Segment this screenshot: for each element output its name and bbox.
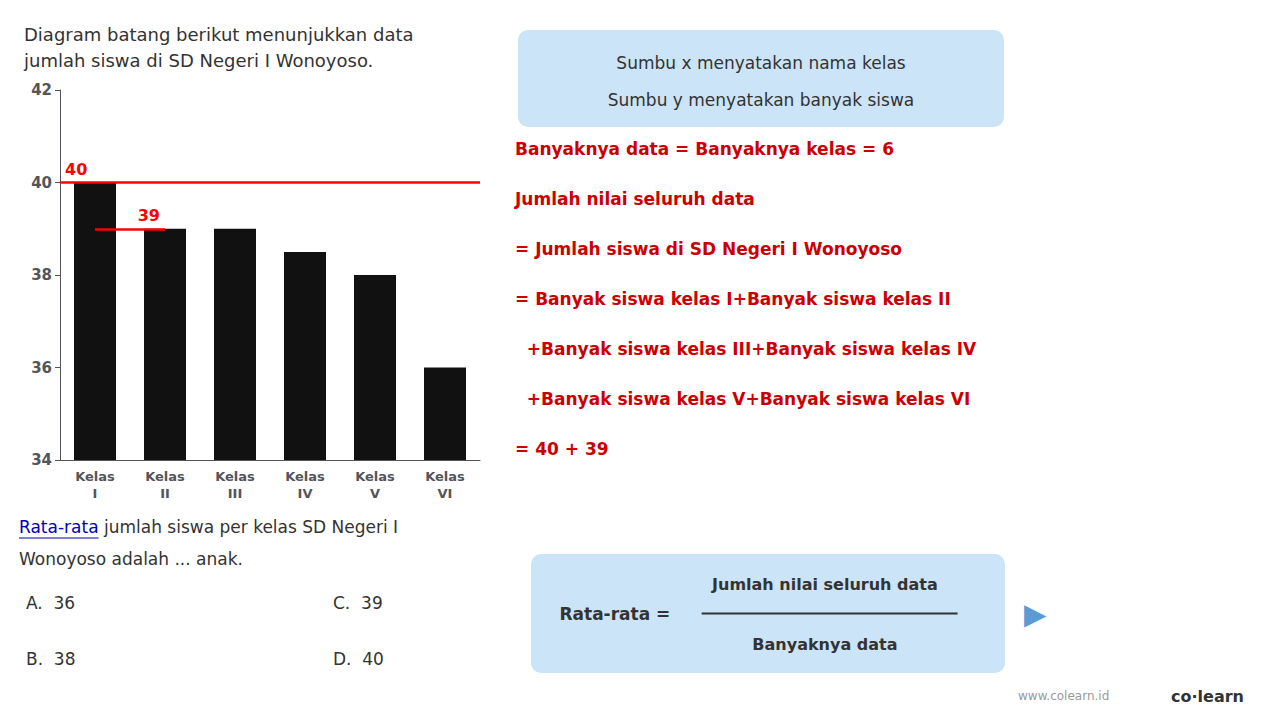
svg-text:Kelas: Kelas xyxy=(145,469,185,484)
svg-text:Jumlah nilai seluruh data: Jumlah nilai seluruh data xyxy=(514,189,755,209)
svg-text:Kelas: Kelas xyxy=(425,469,465,484)
svg-text:36: 36 xyxy=(31,359,52,377)
svg-text:Sumbu x menyatakan nama kelas: Sumbu x menyatakan nama kelas xyxy=(616,53,905,73)
svg-text:III: III xyxy=(228,486,243,501)
svg-text:V: V xyxy=(370,486,380,501)
svg-text:Kelas: Kelas xyxy=(75,469,115,484)
svg-text:Diagram batang berikut menunju: Diagram batang berikut menunjukkan data xyxy=(24,24,414,45)
svg-text:jumlah siswa di SD Negeri I Wo: jumlah siswa di SD Negeri I Wonoyoso. xyxy=(23,50,373,71)
svg-text:www.colearn.id: www.colearn.id xyxy=(1018,689,1109,703)
svg-text:39: 39 xyxy=(138,206,160,225)
svg-text:Banyaknya data: Banyaknya data xyxy=(752,635,897,654)
svg-text:Sumbu y menyatakan banyak sisw: Sumbu y menyatakan banyak siswa xyxy=(608,90,915,110)
svg-text:Wonoyoso adalah ... anak.: Wonoyoso adalah ... anak. xyxy=(19,549,243,569)
svg-text:co·learn: co·learn xyxy=(1171,687,1244,706)
svg-text:= Jumlah siswa di SD Negeri I: = Jumlah siswa di SD Negeri I Wonoyoso xyxy=(515,239,902,259)
svg-text:Kelas: Kelas xyxy=(215,469,255,484)
svg-text:38: 38 xyxy=(31,266,52,284)
svg-text:+Banyak siswa kelas III+Banyak: +Banyak siswa kelas III+Banyak siswa kel… xyxy=(515,339,977,359)
svg-text:Rata-rata =: Rata-rata = xyxy=(559,604,670,624)
svg-text:Kelas: Kelas xyxy=(285,469,325,484)
svg-text:A. 36: A. 36 xyxy=(26,593,75,613)
svg-text:VI: VI xyxy=(438,486,453,501)
svg-text:= 40 + 39: = 40 + 39 xyxy=(515,439,609,459)
svg-text:Rata-rata: Rata-rata xyxy=(19,517,99,537)
svg-text:+Banyak siswa kelas V+Banyak s: +Banyak siswa kelas V+Banyak siswa kelas… xyxy=(515,389,970,409)
svg-text:C. 39: C. 39 xyxy=(333,593,383,613)
svg-text:34: 34 xyxy=(31,451,52,469)
svg-text:Banyaknya data = Banyaknya kel: Banyaknya data = Banyaknya kelas = 6 xyxy=(515,139,894,159)
svg-text:II: II xyxy=(160,486,170,501)
svg-text:= Banyak siswa kelas I+Banyak: = Banyak siswa kelas I+Banyak siswa kela… xyxy=(515,289,951,309)
svg-text:I: I xyxy=(93,486,98,501)
svg-text:42: 42 xyxy=(31,81,52,99)
svg-text:40: 40 xyxy=(31,174,52,192)
svg-text:D. 40: D. 40 xyxy=(333,649,384,669)
svg-text:jumlah siswa per kelas SD Nege: jumlah siswa per kelas SD Negeri I xyxy=(99,517,399,537)
svg-text:Jumlah nilai seluruh data: Jumlah nilai seluruh data xyxy=(711,575,938,594)
svg-text:IV: IV xyxy=(298,486,313,501)
svg-text:B. 38: B. 38 xyxy=(26,649,76,669)
svg-text:40: 40 xyxy=(65,160,87,179)
svg-text:▶: ▶ xyxy=(1024,597,1047,631)
svg-text:Kelas: Kelas xyxy=(355,469,395,484)
